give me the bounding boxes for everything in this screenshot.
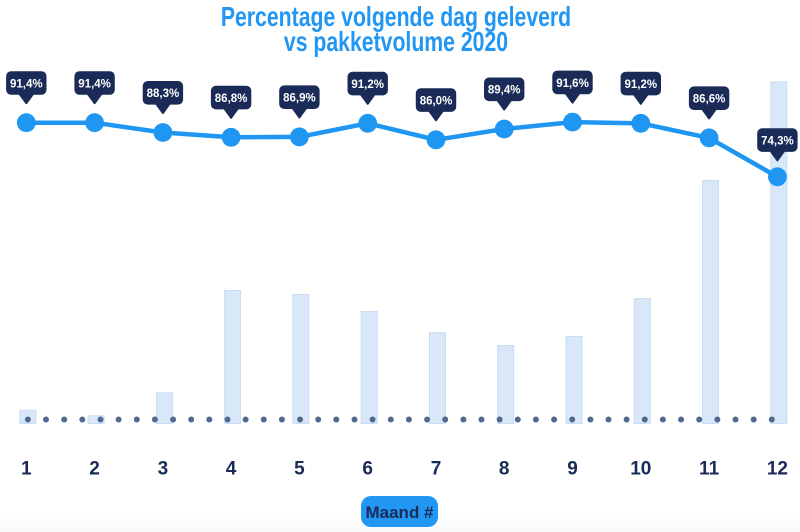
svg-text:86,9%: 86,9%: [283, 93, 316, 105]
svg-text:86,0%: 86,0%: [420, 96, 453, 108]
svg-text:4: 4: [226, 459, 237, 480]
svg-text:86,8%: 86,8%: [215, 93, 248, 105]
svg-text:12: 12: [767, 459, 788, 480]
svg-text:3: 3: [158, 459, 169, 480]
svg-text:8: 8: [499, 459, 510, 480]
svg-text:91,4%: 91,4%: [78, 78, 111, 90]
svg-text:1: 1: [21, 459, 32, 480]
svg-text:91,6%: 91,6%: [556, 78, 589, 90]
svg-text:91,4%: 91,4%: [10, 78, 43, 90]
svg-text:10: 10: [630, 459, 651, 480]
svg-text:86,6%: 86,6%: [693, 94, 726, 106]
svg-text:11: 11: [699, 459, 720, 480]
svg-text:89,4%: 89,4%: [488, 85, 521, 97]
svg-text:2: 2: [89, 459, 100, 480]
svg-text:9: 9: [567, 459, 578, 480]
svg-text:91,2%: 91,2%: [351, 79, 384, 91]
svg-text:6: 6: [362, 459, 373, 480]
svg-text:74,3%: 74,3%: [761, 136, 794, 148]
svg-text:88,3%: 88,3%: [147, 88, 180, 100]
svg-text:91,2%: 91,2%: [624, 79, 657, 91]
svg-text:7: 7: [431, 459, 442, 480]
svg-text:5: 5: [294, 459, 305, 480]
